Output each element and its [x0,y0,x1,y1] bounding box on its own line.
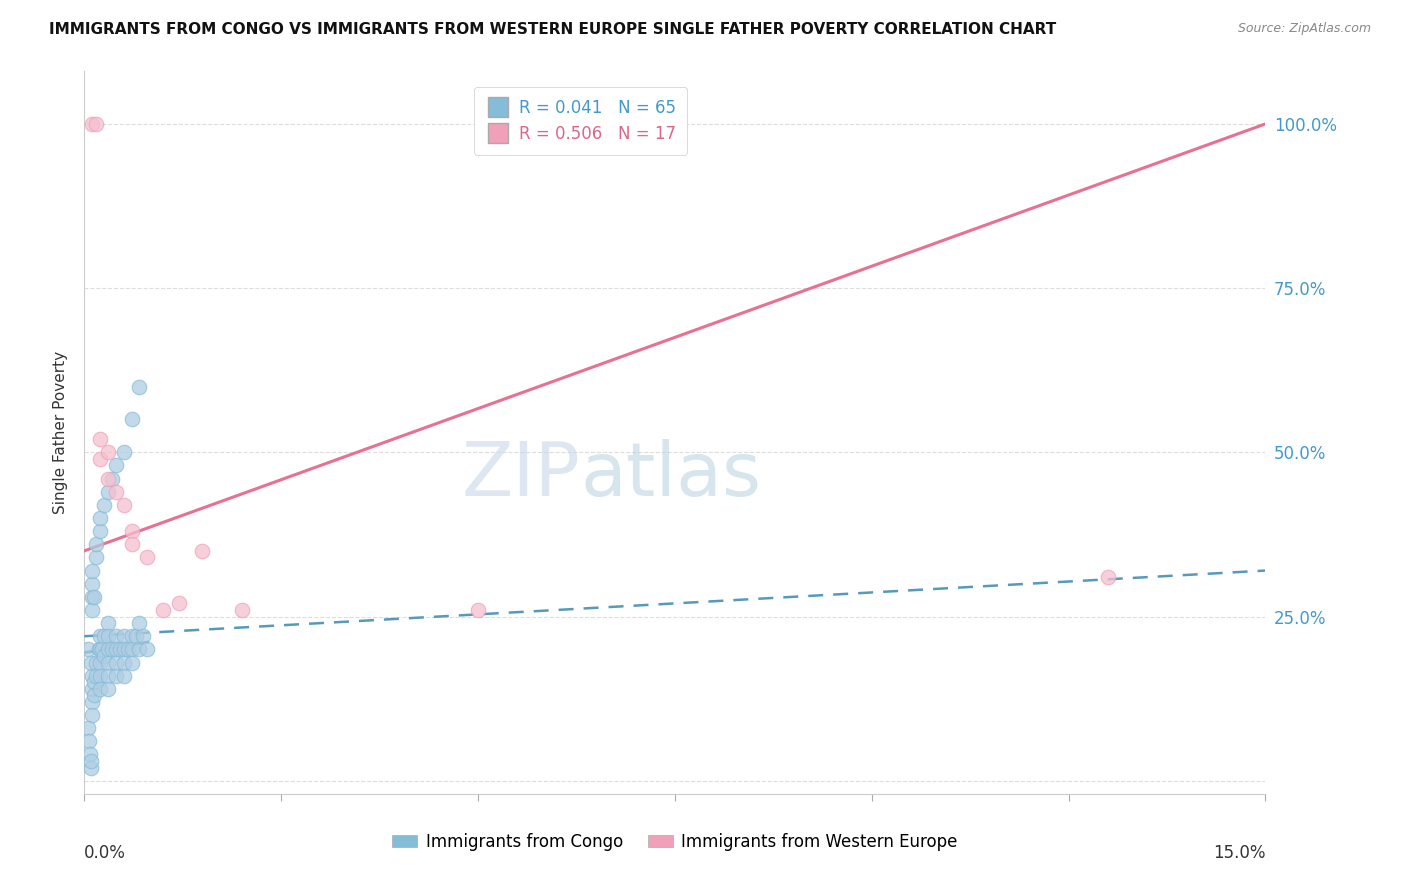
Point [93,629,115,643]
Point [82,564,104,578]
Point [89,524,111,538]
Text: 0.0%: 0.0% [84,845,127,863]
Text: atlas: atlas [581,440,762,513]
Point [121,656,143,670]
Point [82,681,104,696]
Point [82,117,104,131]
Point [93,498,115,512]
Text: Source: ZipAtlas.com: Source: ZipAtlas.com [1237,22,1371,36]
Point [231,603,253,617]
Point [104,656,127,670]
Point [136,642,159,657]
Point [84,550,107,565]
Point [128,379,150,393]
Point [80,754,103,768]
Point [77,642,100,657]
Point [121,524,143,538]
Point [79,656,101,670]
Point [79,747,101,762]
Point [101,472,124,486]
Point [104,629,127,643]
Y-axis label: Single Father Poverty: Single Father Poverty [53,351,69,514]
Point [136,550,159,565]
Point [97,642,120,657]
Point [83,590,105,604]
Point [97,656,120,670]
Point [84,668,107,682]
Point [89,629,111,643]
Point [97,681,120,696]
Point [152,603,174,617]
Point [89,432,111,446]
Point [97,472,120,486]
Point [77,721,100,735]
Point [121,537,143,551]
Legend: Immigrants from Congo, Immigrants from Western Europe: Immigrants from Congo, Immigrants from W… [385,827,965,858]
Point [84,656,107,670]
Text: 15.0%: 15.0% [1213,845,1265,863]
Point [97,616,120,631]
Point [167,596,190,610]
Point [112,498,135,512]
Point [104,668,127,682]
Point [124,629,146,643]
Point [83,675,105,690]
Point [89,656,111,670]
Point [82,695,104,709]
Point [84,537,107,551]
Point [77,734,100,748]
Point [89,451,111,466]
Point [97,629,120,643]
Point [89,681,111,696]
Point [89,642,111,657]
Point [128,616,150,631]
Point [112,445,135,459]
Point [101,642,124,657]
Point [97,668,120,682]
Point [90,642,112,657]
Point [121,629,143,643]
Point [112,668,135,682]
Point [121,642,143,657]
Point [108,642,131,657]
Point [97,484,120,499]
Text: IMMIGRANTS FROM CONGO VS IMMIGRANTS FROM WESTERN EUROPE SINGLE FATHER POVERTY CO: IMMIGRANTS FROM CONGO VS IMMIGRANTS FROM… [49,22,1056,37]
Point [82,590,104,604]
Point [112,642,135,657]
Point [82,576,104,591]
Point [1097,570,1119,584]
Point [191,544,214,558]
Point [82,603,104,617]
Point [104,458,127,473]
Point [117,642,139,657]
Point [82,668,104,682]
Point [132,629,155,643]
Point [104,484,127,499]
Point [128,642,150,657]
Point [97,445,120,459]
Point [83,689,105,703]
Point [121,412,143,426]
Point [84,117,107,131]
Point [79,761,101,775]
Point [104,642,127,657]
Point [112,656,135,670]
Point [87,642,110,657]
Point [467,603,489,617]
Point [82,708,104,723]
Point [89,511,111,525]
Text: ZIP: ZIP [461,440,581,513]
Point [89,668,111,682]
Point [93,648,115,663]
Point [112,629,135,643]
